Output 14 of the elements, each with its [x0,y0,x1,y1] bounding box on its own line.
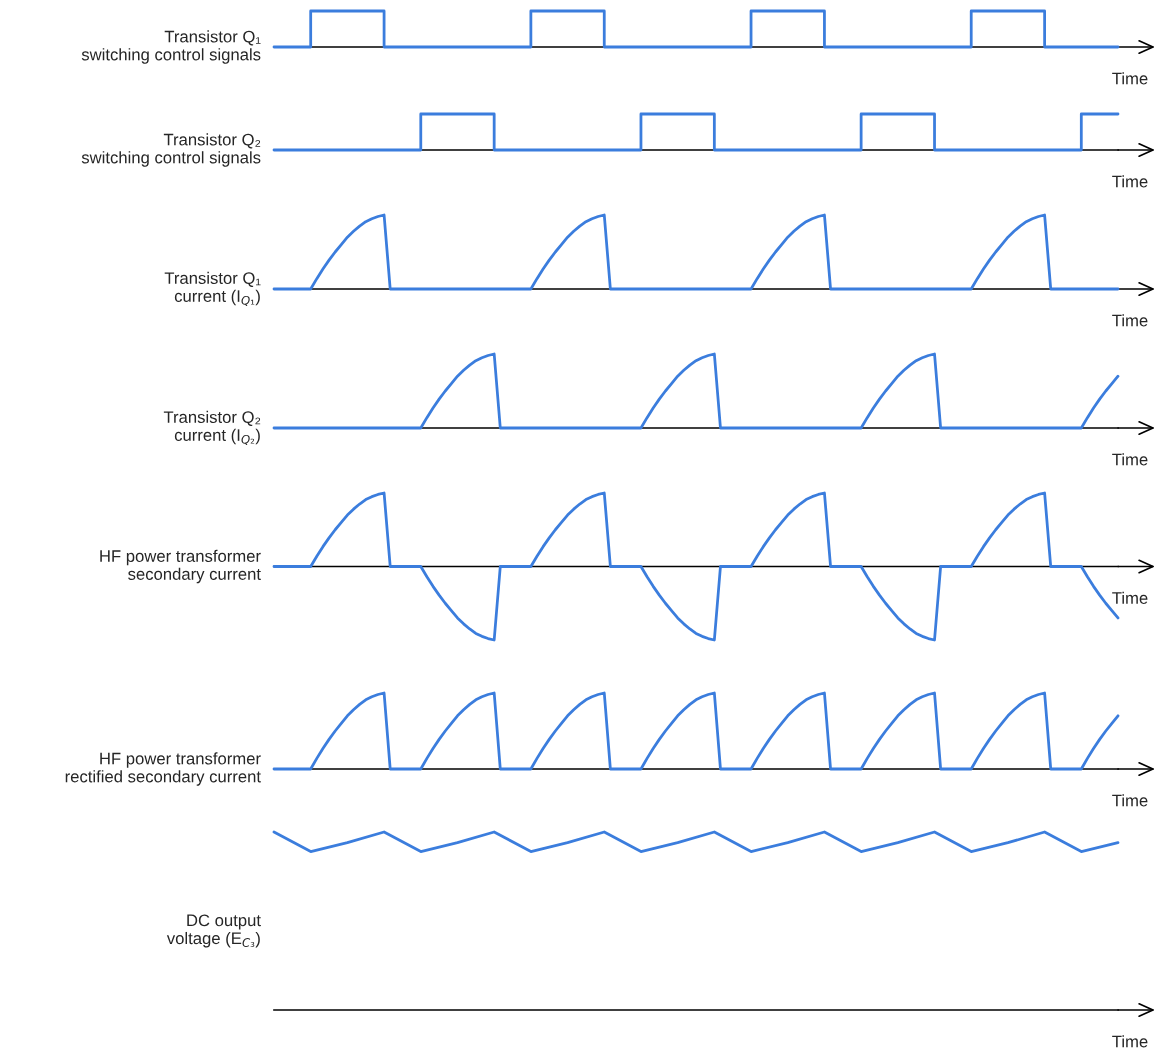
x-axis-title: Time [1112,175,1148,188]
x-axis-title: Time [1112,1035,1148,1048]
x-axis-title: Time [1112,72,1148,85]
y-axis-title: Transistor Q₂ switching control signals [81,133,261,167]
y-axis-title: Transistor Q₁ switching control signals [81,30,261,64]
x-axis-title: Time [1112,794,1148,807]
y-axis-title: DC output voltage (E$_{C₃}$) [166,914,261,948]
y-axis-title: Transistor Q₂ current (I$_{Q₂}$) [163,410,261,446]
x-axis-title: Time [1112,591,1148,604]
x-axis-title: Time [1112,314,1148,327]
y-axis-title: Transistor Q₁ current (I$_{Q₁}$) [164,271,261,307]
y-axis-title: HF power transformer secondary current [100,549,261,584]
y-axis-title: HF power transformer rectified secondary current [65,752,261,786]
x-axis-title: Time [1112,453,1148,466]
